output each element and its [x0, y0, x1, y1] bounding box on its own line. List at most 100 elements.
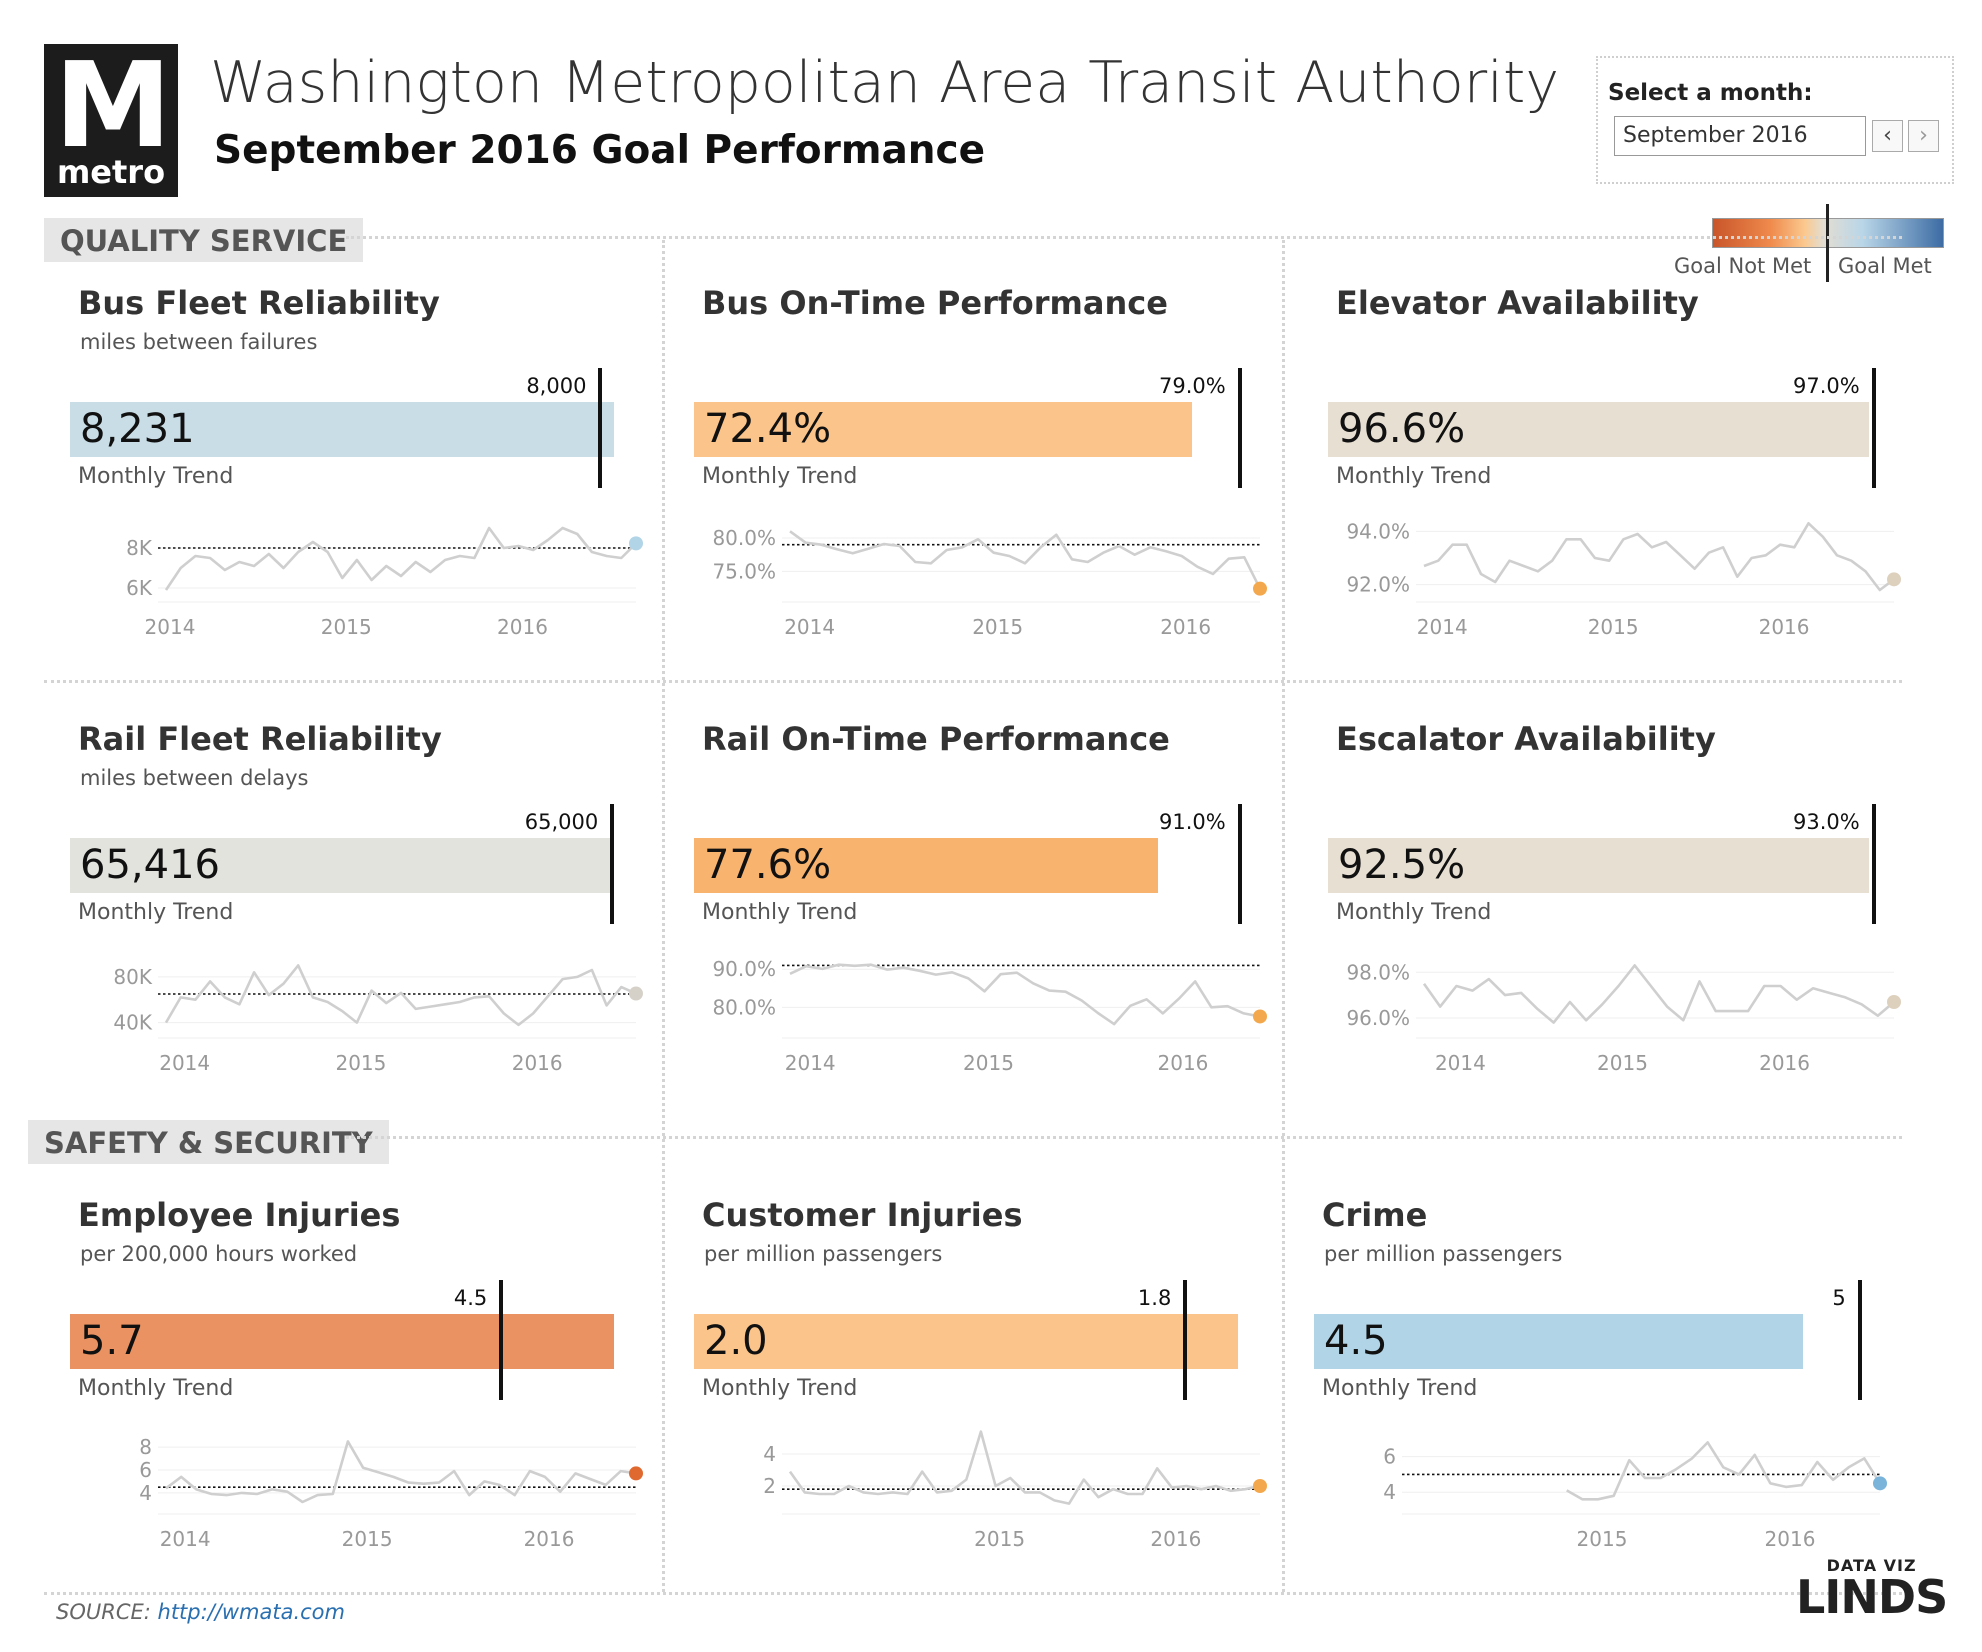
- section-safety-security: SAFETY & SECURITY: [28, 1120, 389, 1164]
- monthly-trend-chart: 98.0% 96.0% 2014 2015 2016: [1346, 960, 1901, 1075]
- x-tick-label: 2015: [963, 1051, 1014, 1075]
- y-tick-label: 90.0%: [712, 957, 776, 981]
- bullet-bar: 8,231 8,000: [70, 368, 650, 488]
- trend-label: Monthly Trend: [1336, 464, 1492, 489]
- x-tick-label: 2016: [524, 1527, 575, 1551]
- current-value-label: 96.6%: [1338, 406, 1466, 452]
- x-tick-label: 2016: [1160, 615, 1211, 639]
- y-tick-label: 96.0%: [1346, 1006, 1410, 1030]
- kpi-card-crime: Crime per million passengers 4.5 5 Monthly T…: [1290, 1150, 1910, 1590]
- card-title: Customer Injuries: [702, 1196, 1023, 1234]
- x-tick-label: 2016: [1158, 1051, 1209, 1075]
- current-value-bar: 77.6%: [694, 838, 1158, 893]
- bullet-bar: 5.7 4.5: [70, 1280, 650, 1400]
- bullet-bar: 2.0 1.8: [694, 1280, 1274, 1400]
- y-tick-label: 80.0%: [712, 995, 776, 1019]
- goal-label: 93.0%: [1792, 810, 1860, 834]
- month-select[interactable]: September 2016: [1614, 116, 1866, 156]
- divider: [662, 240, 665, 1592]
- current-month-point: [1887, 572, 1901, 587]
- monthly-trend-chart: 94.0% 92.0% 2014 2015 2016: [1346, 519, 1901, 639]
- bullet-bar: 65,416 65,000: [70, 804, 650, 924]
- bullet-bar: 4.5 5: [1314, 1280, 1894, 1400]
- goal-marker: [499, 1280, 504, 1400]
- card-title: Elevator Availability: [1336, 284, 1699, 322]
- goal-marker: [1183, 1280, 1188, 1400]
- monthly-trend-chart: 90.0% 80.0% 2014 2015 2016: [712, 957, 1267, 1075]
- goal-label: 5: [1832, 1286, 1846, 1310]
- current-month-point: [1253, 581, 1267, 596]
- bullet-bar: 92.5% 93.0%: [1328, 804, 1908, 924]
- y-tick-label: 6: [1383, 1445, 1396, 1469]
- y-tick-label: 94.0%: [1346, 519, 1410, 543]
- trend-label: Monthly Trend: [78, 1376, 234, 1401]
- y-tick-label: 4: [763, 1442, 776, 1466]
- current-month-point: [1253, 1009, 1267, 1024]
- card-title: Crime: [1322, 1196, 1428, 1234]
- goal-marker: [1871, 368, 1876, 488]
- x-tick-label: 2015: [321, 615, 372, 639]
- y-tick-label: 75.0%: [712, 559, 776, 583]
- y-tick-label: 80.0%: [712, 526, 776, 550]
- current-value-bar: 92.5%: [1328, 838, 1869, 893]
- current-month-point: [1887, 995, 1901, 1009]
- card-subtitle: per 200,000 hours worked: [80, 1242, 358, 1266]
- card-title: Escalator Availability: [1336, 720, 1716, 758]
- monthly-trend-chart: 80.0% 75.0% 2014 2015 2016: [712, 526, 1267, 639]
- month-filter-panel: [1596, 56, 1954, 184]
- source-link[interactable]: http://wmata.com: [157, 1600, 345, 1624]
- metro-logo: M metro: [44, 36, 178, 197]
- trend-label: Monthly Trend: [1336, 900, 1492, 925]
- current-month-point: [629, 536, 643, 551]
- x-tick-label: 2014: [1417, 615, 1468, 639]
- x-tick-label: 2014: [1435, 1051, 1486, 1075]
- x-tick-label: 2016: [512, 1051, 563, 1075]
- y-tick-label: 80K: [113, 965, 152, 989]
- x-tick-label: 2016: [497, 615, 548, 639]
- trend-label: Monthly Trend: [78, 900, 234, 925]
- monthly-trend-chart: 8K 6K 2014 2015 2016: [126, 526, 643, 639]
- card-title: Rail Fleet Reliability: [78, 720, 442, 758]
- trend-line: [789, 530, 1262, 590]
- current-value-label: 2.0: [704, 1318, 768, 1364]
- legend-goal-met: Goal Met: [1838, 254, 1932, 278]
- current-value-label: 77.6%: [704, 842, 832, 888]
- y-tick-label: 98.0%: [1346, 960, 1410, 984]
- chevron-right-icon: ›: [1919, 123, 1928, 148]
- goal-label: 4.5: [453, 1286, 488, 1310]
- x-tick-label: 2015: [972, 615, 1023, 639]
- y-tick-label: 40K: [113, 1011, 152, 1035]
- current-month-point: [629, 986, 643, 1001]
- chevron-left-icon: ‹: [1883, 123, 1892, 148]
- color-legend-marker: [1826, 204, 1829, 282]
- kpi-card-elevator-availability: Elevator Availability 96.6% 97.0% Monthly T…: [1304, 238, 1924, 678]
- logo-word: metro: [56, 153, 166, 191]
- card-subtitle: miles between failures: [80, 330, 318, 354]
- trend-line: [789, 963, 1261, 1026]
- y-tick-label: 8: [139, 1435, 152, 1459]
- trend-line: [1566, 1441, 1882, 1501]
- x-tick-label: 2015: [974, 1527, 1025, 1551]
- next-month-button[interactable]: ›: [1908, 120, 1939, 152]
- card-title: Rail On-Time Performance: [702, 720, 1170, 758]
- current-value-bar: 5.7: [70, 1314, 614, 1369]
- prev-month-button[interactable]: ‹: [1872, 120, 1903, 152]
- goal-label: 79.0%: [1158, 374, 1226, 398]
- x-tick-label: 2015: [1597, 1051, 1648, 1075]
- source-note: SOURCE: http://wmata.com: [56, 1600, 345, 1624]
- kpi-card-customer-injuries: Customer Injuries per million passengers 2…: [670, 1150, 1290, 1590]
- divider: [346, 236, 1902, 239]
- bullet-bar: 96.6% 97.0%: [1328, 368, 1908, 488]
- x-tick-label: 2016: [1759, 615, 1810, 639]
- card-title: Bus Fleet Reliability: [78, 284, 440, 322]
- current-value-bar: 8,231: [70, 402, 614, 457]
- card-subtitle: miles between delays: [80, 766, 309, 790]
- trend-line: [164, 526, 637, 591]
- y-tick-label: 6: [139, 1458, 152, 1482]
- x-tick-label: 2016: [1759, 1051, 1810, 1075]
- current-value-label: 4.5: [1324, 1318, 1388, 1364]
- goal-marker: [1237, 368, 1242, 488]
- current-value-label: 72.4%: [704, 406, 832, 452]
- kpi-card-employee-injuries: Employee Injuries per 200,000 hours worke…: [46, 1150, 666, 1590]
- current-month-point: [1873, 1476, 1887, 1491]
